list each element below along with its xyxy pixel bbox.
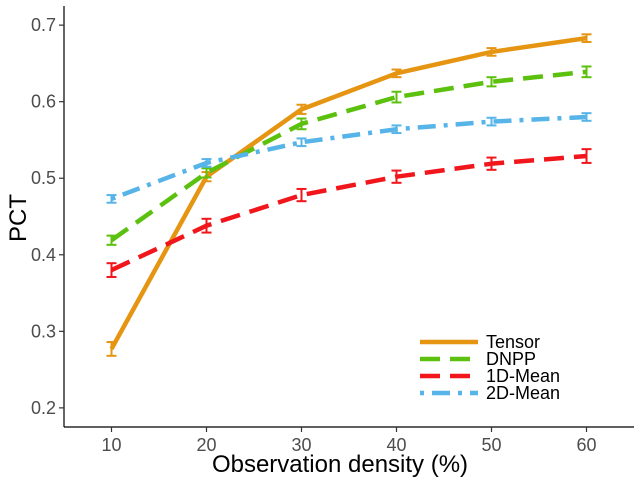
error-bar <box>296 187 307 203</box>
y-tick-label: 0.6 <box>31 92 56 112</box>
y-tick-label: 0.5 <box>31 168 56 188</box>
error-bar <box>486 156 497 171</box>
axes <box>63 6 634 428</box>
error-bar <box>391 124 402 135</box>
error-bar <box>106 262 117 278</box>
error-bar <box>296 117 307 131</box>
error-bar <box>106 234 117 246</box>
legend-item: DNPP <box>420 349 536 369</box>
error-bar <box>391 90 402 104</box>
x-tick-label: 30 <box>291 435 311 455</box>
x-tick-label: 50 <box>481 435 501 455</box>
y-tick-label: 0.3 <box>31 321 56 341</box>
error-bar <box>581 148 592 164</box>
y-tick-label: 0.2 <box>31 398 56 418</box>
error-bar <box>296 137 307 148</box>
ticks: 10 20 30 40 50 60 0.2 0.3 0.4 0.5 0.6 0.7 <box>31 15 597 455</box>
series-1d-mean <box>106 148 592 278</box>
error-bar <box>486 47 497 57</box>
error-bar <box>201 167 212 179</box>
legend-label: Tensor <box>486 332 540 352</box>
error-bar <box>581 33 592 43</box>
x-tick-label: 10 <box>101 435 121 455</box>
error-bar <box>486 116 497 127</box>
legend-label: 1D-Mean <box>486 366 560 386</box>
series-line <box>110 153 587 273</box>
series-tensor <box>106 33 592 357</box>
series-line <box>110 69 587 243</box>
error-bar <box>581 65 592 79</box>
plot-area <box>106 33 592 357</box>
error-bar <box>486 76 497 88</box>
error-bar <box>391 169 402 184</box>
error-bar <box>201 158 212 168</box>
x-axis-title: Observation density (%) <box>212 451 468 478</box>
error-bar <box>581 112 592 122</box>
legend-label: DNPP <box>486 349 536 369</box>
error-bar <box>201 217 212 234</box>
x-tick-label: 60 <box>576 435 596 455</box>
x-tick-label: 20 <box>196 435 216 455</box>
series-line <box>109 35 587 351</box>
error-bar <box>391 68 402 79</box>
y-axis-title: PCT <box>5 194 32 242</box>
series-2d-mean <box>106 112 592 204</box>
legend-item: Tensor <box>420 332 540 352</box>
x-tick-label: 40 <box>386 435 406 455</box>
legend-item: 1D-Mean <box>420 366 560 386</box>
y-tick-label: 0.4 <box>31 245 56 265</box>
error-bar <box>296 103 307 115</box>
y-tick-label: 0.7 <box>31 15 56 35</box>
error-bar <box>106 194 117 204</box>
legend-label: 2D-Mean <box>486 383 560 403</box>
error-bar <box>106 341 117 357</box>
legend-item: 2D-Mean <box>420 383 560 403</box>
series-dnpp <box>106 65 592 246</box>
series-line <box>110 114 587 201</box>
